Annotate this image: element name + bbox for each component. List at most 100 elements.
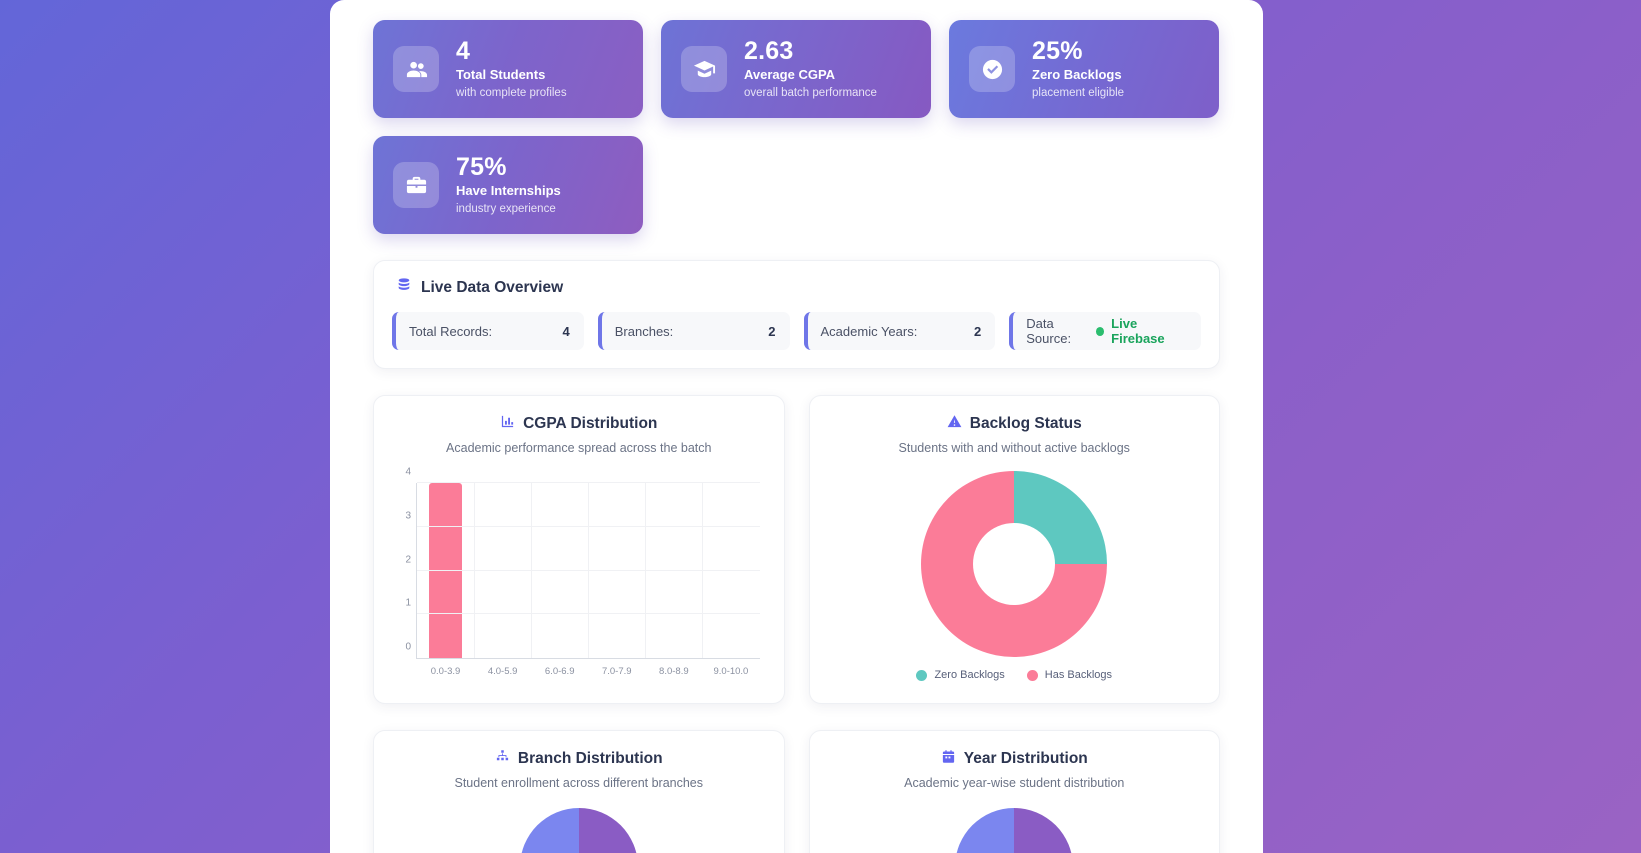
legend-item[interactable]: Zero Backlogs bbox=[916, 669, 1005, 681]
live-stat-pill-row: Total Records: 4 Branches: 2 Academic Ye… bbox=[392, 312, 1201, 350]
x-axis-tick: 4.0-5.9 bbox=[487, 666, 518, 677]
pill-label: Total Records: bbox=[409, 323, 493, 339]
pill-value: 4 bbox=[562, 323, 570, 339]
legend-label: Has Backlogs bbox=[1044, 669, 1113, 681]
stat-sublabel: with complete profiles bbox=[456, 86, 567, 99]
live-pill-data-source[interactable]: Data Source: Live Firebase bbox=[1009, 312, 1201, 350]
live-data-overview-title: Live Data Overview bbox=[421, 278, 564, 296]
stat-card-total-students[interactable]: 4 Total Students with complete profiles bbox=[373, 20, 643, 118]
chart-header: Year Distribution Academic year-wise stu… bbox=[826, 749, 1204, 790]
stat-value: 2.63 bbox=[744, 37, 794, 66]
legend-color-swatch bbox=[916, 669, 928, 681]
legend-label: Zero Backlogs bbox=[934, 669, 1005, 681]
bar-slot[interactable]: 4.0-5.9 bbox=[474, 483, 531, 677]
chart-subtitle: Academic year-wise student distribution bbox=[904, 776, 1125, 790]
donut-legend: Zero Backlogs Has Backlogs bbox=[916, 669, 1112, 681]
x-gridline bbox=[531, 483, 533, 658]
stat-label: Have Internships bbox=[456, 183, 561, 199]
chart-title: Branch Distribution bbox=[517, 750, 663, 767]
y-axis-tick: 2 bbox=[405, 554, 411, 565]
cgpa-bar-series: 0.0-3.9 4.0-5.9 6.0-6.9 7.0-7.9 8.0-8.9 9.0-1… bbox=[417, 483, 760, 677]
chart-card-backlog-status: Backlog Status Students with and without… bbox=[808, 395, 1220, 704]
bar-slot[interactable]: 9.0-10.0 bbox=[702, 483, 759, 677]
cgpa-bar-chart[interactable]: 0.0-3.9 4.0-5.9 6.0-6.9 7.0-7.9 8.0-8.9 9.0-1… bbox=[390, 467, 768, 687]
pill-value: Live Firebase bbox=[1111, 316, 1165, 346]
chart-title-row: Backlog Status bbox=[947, 414, 1082, 434]
chart-subtitle: Student enrollment across different bran… bbox=[454, 776, 704, 790]
chart-title: CGPA Distribution bbox=[523, 415, 658, 432]
x-axis-tick: 9.0-10.0 bbox=[713, 666, 749, 677]
pie-slices bbox=[519, 808, 638, 853]
chart-row-primary: CGPA Distribution Academic performance s… bbox=[373, 395, 1220, 704]
stat-card-zero-backlogs[interactable]: 25% Zero Backlogs placement eligible bbox=[949, 20, 1219, 118]
pill-label: Branches: bbox=[614, 323, 674, 339]
stat-sublabel: placement eligible bbox=[1032, 86, 1125, 99]
bar-slot[interactable]: 0.0-3.9 bbox=[417, 483, 474, 677]
legend-color-swatch bbox=[1026, 669, 1038, 681]
bar-slot[interactable]: 7.0-7.9 bbox=[588, 483, 645, 677]
chart-row-secondary: Branch Distribution Student enrollment a… bbox=[373, 730, 1220, 853]
y-axis-tick: 0 bbox=[405, 641, 411, 653]
users-icon bbox=[393, 46, 439, 92]
year-pie-chart[interactable] bbox=[826, 808, 1204, 853]
x-axis-tick: 7.0-7.9 bbox=[601, 666, 632, 677]
chart-title-row: CGPA Distribution bbox=[500, 414, 657, 434]
pill-value: 2 bbox=[768, 323, 776, 339]
bar[interactable] bbox=[428, 483, 463, 658]
pill-value: 2 bbox=[974, 323, 982, 339]
sitemap-icon bbox=[495, 749, 510, 769]
chart-title-row: Branch Distribution bbox=[495, 749, 663, 769]
stat-value: 4 bbox=[456, 37, 471, 66]
chart-title: Backlog Status bbox=[969, 415, 1082, 432]
x-gridline bbox=[474, 483, 476, 658]
briefcase-icon bbox=[393, 162, 439, 208]
stat-card-average-cgpa[interactable]: 2.63 Average CGPA overall batch performa… bbox=[661, 20, 931, 118]
chart-title: Year Distribution bbox=[963, 750, 1088, 767]
y-axis-tick: 1 bbox=[405, 597, 411, 609]
dashboard-panel: 4 Total Students with complete profiles … bbox=[330, 0, 1263, 853]
chart-subtitle: Academic performance spread across the b… bbox=[446, 441, 712, 455]
y-axis-tick: 4 bbox=[405, 466, 411, 478]
chart-card-branch-distribution: Branch Distribution Student enrollment a… bbox=[373, 730, 785, 853]
warning-triangle-icon bbox=[947, 414, 962, 434]
chart-header: CGPA Distribution Academic performance s… bbox=[390, 414, 768, 455]
graduation-cap-icon bbox=[681, 46, 727, 92]
bar-chart-icon bbox=[500, 414, 515, 434]
chart-card-cgpa-distribution: CGPA Distribution Academic performance s… bbox=[373, 395, 785, 704]
stat-sublabel: industry experience bbox=[456, 202, 556, 215]
legend-item[interactable]: Has Backlogs bbox=[1026, 669, 1113, 681]
pie-slices bbox=[955, 808, 1074, 853]
chart-subtitle: Students with and without active backlog… bbox=[898, 441, 1130, 455]
x-gridline bbox=[645, 483, 647, 658]
y-axis-tick: 3 bbox=[405, 510, 411, 522]
backlog-donut-chart[interactable]: Zero Backlogs Has Backlogs bbox=[826, 471, 1204, 683]
cgpa-plot-area: 0.0-3.9 4.0-5.9 6.0-6.9 7.0-7.9 8.0-8.9 9.0-1… bbox=[405, 467, 760, 677]
live-data-overview-heading: Live Data Overview bbox=[392, 277, 1201, 298]
live-pill-academic-years[interactable]: Academic Years: 2 bbox=[803, 312, 996, 350]
branch-pie-chart[interactable] bbox=[390, 808, 768, 853]
y-gridline bbox=[417, 482, 760, 483]
status-badge: Live Firebase bbox=[1095, 316, 1187, 346]
donut-ring bbox=[921, 471, 1108, 657]
stat-card-have-internships[interactable]: 75% Have Internships industry experience bbox=[373, 136, 643, 234]
check-circle-icon bbox=[969, 46, 1015, 92]
chart-header: Branch Distribution Student enrollment a… bbox=[390, 749, 768, 790]
chart-header: Backlog Status Students with and without… bbox=[826, 414, 1204, 455]
chart-card-year-distribution: Year Distribution Academic year-wise stu… bbox=[808, 730, 1220, 853]
chart-title-row: Year Distribution bbox=[941, 749, 1088, 769]
stat-card-grid: 4 Total Students with complete profiles … bbox=[330, 0, 1263, 234]
database-icon bbox=[396, 277, 412, 298]
stat-sublabel: overall batch performance bbox=[744, 86, 877, 99]
x-gridline bbox=[588, 483, 590, 658]
stat-label: Average CGPA bbox=[744, 67, 836, 83]
x-axis-tick: 0.0-3.9 bbox=[430, 666, 461, 677]
live-pill-branches[interactable]: Branches: 2 bbox=[597, 312, 790, 350]
donut-hole bbox=[973, 523, 1056, 605]
x-gridline bbox=[702, 483, 704, 658]
stat-label: Zero Backlogs bbox=[1032, 67, 1122, 83]
live-pill-total-records[interactable]: Total Records: 4 bbox=[392, 312, 584, 350]
bar-slot[interactable]: 8.0-8.9 bbox=[645, 483, 702, 677]
bar-slot[interactable]: 6.0-6.9 bbox=[531, 483, 588, 677]
pill-label: Academic Years: bbox=[820, 323, 918, 339]
calendar-icon bbox=[941, 749, 956, 769]
